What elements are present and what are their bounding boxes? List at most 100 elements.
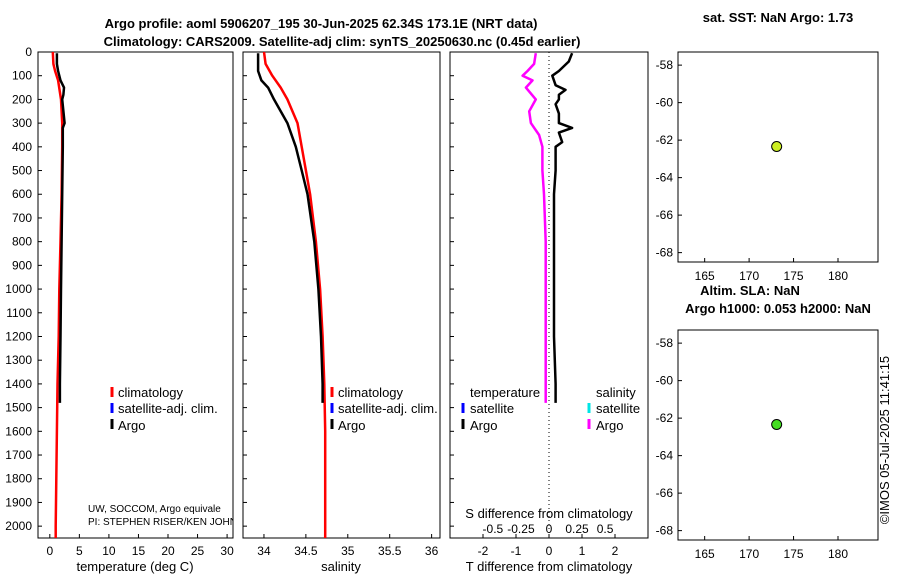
difference-salinity-argo-line: [521, 53, 547, 403]
map-y-tick-label: -64: [656, 171, 674, 185]
difference-legend: temperature salinity satellite Argo sate…: [461, 385, 640, 433]
depth-tick-label: 1800: [5, 472, 32, 486]
x-tick-label: 2: [612, 544, 619, 558]
main-title-line1: Argo profile: aoml 5906207_195 30-Jun-20…: [105, 16, 538, 31]
sst-map-panel: [677, 51, 879, 263]
depth-tick-label: 200: [12, 92, 32, 106]
series-layer: [51, 51, 783, 538]
map-y-tick-label: -68: [656, 524, 674, 538]
x-tick-label: 10: [102, 544, 116, 558]
map-y-tick-label: -68: [656, 246, 674, 260]
depth-tick-label: 600: [12, 187, 32, 201]
salinity-argo-line: [256, 53, 324, 403]
depth-tick-label: 1200: [5, 329, 32, 343]
temperature-legend: climatology satellite-adj. clim. Argo: [110, 385, 218, 433]
legend-diff-s-argo-label: Argo: [596, 418, 623, 433]
x-tick-label: 0: [46, 544, 53, 558]
temperature-argo-line: [55, 53, 66, 403]
imos-stamp: ©IMOS 05-Jul-2025 11:41:15: [877, 356, 892, 524]
sla-title-line2: Argo h1000: 0.053 h2000: NaN: [685, 301, 871, 316]
x-ticks: 0 5 10 15 20 25 30 34 34.5 35 35.5 36 -2 -1 0 1 2 -0.5 -0.…: [46, 58, 848, 561]
x-tick-label: 0: [546, 544, 553, 558]
x-tick-label: 34: [257, 544, 271, 558]
salinity-climatology-line: [262, 51, 327, 538]
map-x-tick-label: 170: [739, 547, 759, 561]
x-tick-label: 36: [425, 544, 439, 558]
salinity-legend: climatology satellite-adj. clim. Argo: [330, 385, 438, 433]
depth-tick-label: 1000: [5, 282, 32, 296]
depth-tick-label: 1600: [5, 424, 32, 438]
salinity-xlabel: salinity: [321, 559, 361, 574]
map-x-tick-label: 175: [784, 269, 804, 283]
x-tick-label: 35: [341, 544, 355, 558]
map-x-tick-label: 170: [739, 269, 759, 283]
x-tick-label: 1: [579, 544, 586, 558]
x-tick-label: 25: [191, 544, 205, 558]
depth-axis: 0 100 200 300 400 500 600 700 800 900 1000 1100 1200…: [5, 45, 454, 533]
legend-sal-argo-label: Argo: [338, 418, 365, 433]
map-x-tick-label: 180: [828, 269, 848, 283]
map-y-tick-label: -64: [656, 449, 674, 463]
map-y-tick-label: -62: [656, 411, 674, 425]
depth-tick-label: 1700: [5, 448, 32, 462]
x-tick-label: -2: [478, 544, 489, 558]
x-tick-label: -1: [511, 544, 522, 558]
depth-tick-label: 1400: [5, 377, 32, 391]
difference-temperature-argo-line: [551, 52, 574, 403]
legend-sal-climatology-label: climatology: [338, 385, 404, 400]
map-x-tick-label: 165: [695, 269, 715, 283]
depth-tick-label: 700: [12, 211, 32, 225]
map-x-tick-label: 180: [828, 547, 848, 561]
depth-tick-label: 800: [12, 235, 32, 249]
map-y-tick-label: -58: [656, 58, 674, 72]
top-x-tick-label: 0.5: [597, 522, 614, 536]
main-title-line2: Climatology: CARS2009. Satellite-adj cli…: [104, 34, 581, 49]
sst-title: sat. SST: NaN Argo: 1.73: [703, 10, 854, 25]
x-tick-label: 35.5: [378, 544, 402, 558]
temperature-xlabel: temperature (deg C): [76, 559, 193, 574]
depth-tick-label: 400: [12, 140, 32, 154]
credits-clip: UW, SOCCOM, Argo equivale PI: STEPHEN RI…: [88, 504, 233, 528]
top-x-tick-label: -0.25: [507, 522, 535, 536]
map-x-tick-label: 175: [784, 547, 804, 561]
depth-tick-label: 1100: [6, 306, 32, 320]
legend-satellite-label: satellite-adj. clim.: [118, 401, 218, 416]
difference-top-xlabel: S difference from climatology: [465, 506, 633, 521]
legend-argo-label: Argo: [118, 418, 145, 433]
depth-tick-label: 1900: [5, 495, 32, 509]
map-y-tick-label: -66: [656, 208, 674, 222]
legend-climatology-label: climatology: [118, 385, 184, 400]
legend-temperature-header: temperature: [470, 385, 540, 400]
map-y-tick-label: -60: [656, 96, 674, 110]
depth-tick-label: 0: [25, 45, 32, 59]
legend-diff-s-satellite-label: satellite: [596, 401, 640, 416]
x-tick-label: 5: [76, 544, 83, 558]
depth-tick-label: 500: [12, 164, 32, 178]
depth-tick-label: 300: [12, 116, 32, 130]
top-x-tick-label: 0: [546, 522, 553, 536]
x-tick-label: 34.5: [294, 544, 318, 558]
depth-tick-label: 100: [12, 69, 32, 83]
salinity-panel: [242, 51, 441, 539]
legend-diff-t-satellite-label: satellite: [470, 401, 514, 416]
depth-tick-label: 1500: [5, 401, 32, 415]
x-tick-label: 30: [220, 544, 234, 558]
x-tick-label: 20: [161, 544, 175, 558]
map-x-tick-label: 165: [695, 547, 715, 561]
depth-tick-label: 2000: [5, 519, 32, 533]
legend-diff-t-argo-label: Argo: [470, 418, 497, 433]
sla-argo-marker: [771, 419, 783, 430]
top-x-tick-label: 0.25: [565, 522, 589, 536]
top-x-tick-label: -0.5: [483, 522, 504, 536]
sla-map-panel: [677, 329, 879, 541]
sst-argo-marker: [771, 141, 783, 152]
map-y-tick-label: -66: [656, 486, 674, 500]
depth-tick-label: 900: [12, 258, 32, 272]
temperature-panel: [37, 51, 234, 539]
map-y-tick-label: -58: [656, 336, 674, 350]
sla-title-line1: Altim. SLA: NaN: [700, 283, 800, 298]
legend-sal-satellite-label: satellite-adj. clim.: [338, 401, 438, 416]
map-y-tick-label: -62: [656, 133, 674, 147]
x-tick-label: 15: [132, 544, 146, 558]
